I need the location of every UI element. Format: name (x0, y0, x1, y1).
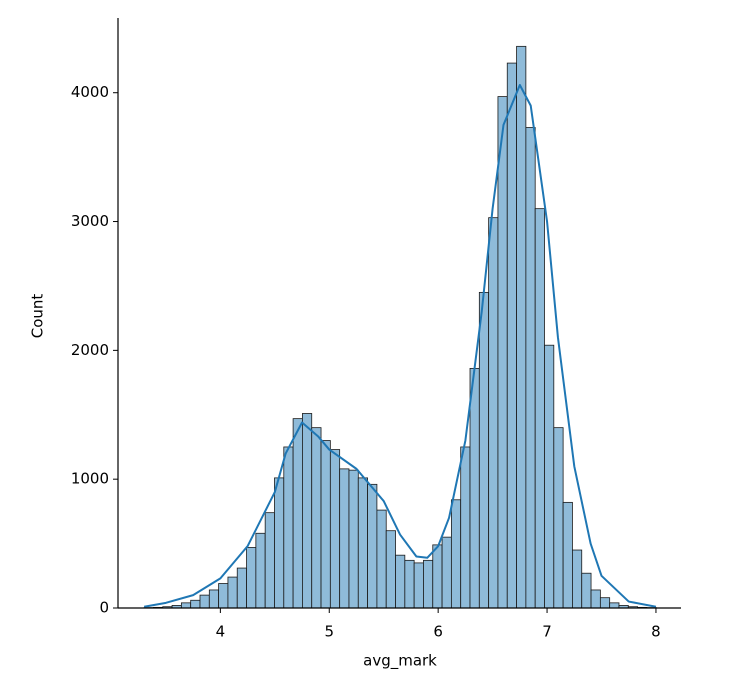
bar (395, 554, 406, 609)
bar (199, 594, 210, 609)
bar (506, 62, 517, 609)
bar (534, 208, 545, 609)
bar (227, 576, 238, 609)
bar (339, 468, 350, 609)
y-tick-label: 0 (99, 599, 109, 617)
bar (413, 562, 424, 609)
bar (450, 499, 462, 609)
bar (357, 477, 368, 609)
bar (255, 532, 266, 609)
bar (246, 547, 257, 609)
bar (320, 440, 331, 609)
bar (283, 446, 294, 609)
bar (208, 589, 220, 609)
y-tick-label: 2000 (71, 341, 109, 359)
bar (311, 427, 322, 609)
bar (236, 567, 247, 609)
x-tick-label: 5 (324, 623, 334, 641)
bar (599, 597, 611, 609)
bar (590, 589, 601, 609)
x-tick-label: 4 (216, 623, 226, 641)
x-axis-label: avg_mark (363, 652, 437, 671)
bar (609, 602, 620, 609)
bar (404, 559, 415, 609)
bar (190, 599, 201, 609)
y-tick-label: 4000 (71, 83, 109, 101)
bar (516, 45, 527, 609)
bar (329, 449, 341, 609)
y-tick-label: 3000 (71, 212, 109, 230)
bar (432, 544, 443, 609)
kde-line (143, 83, 657, 608)
bar (544, 344, 555, 609)
y-axis-label: Count (29, 294, 47, 339)
bar (562, 501, 573, 609)
bar (292, 418, 303, 609)
bar (525, 127, 536, 609)
bar (385, 530, 396, 609)
bar (218, 583, 229, 609)
y-tick-label: 1000 (71, 470, 109, 488)
bar (274, 477, 285, 609)
bar (581, 572, 592, 609)
bar (180, 602, 192, 609)
bar (441, 536, 452, 609)
x-tick-label: 6 (433, 623, 443, 641)
x-tick-label: 8 (651, 623, 661, 641)
bar (348, 469, 359, 609)
bar (553, 427, 564, 609)
bar (302, 413, 313, 609)
bar (264, 512, 275, 609)
bar (469, 367, 480, 609)
bar (478, 291, 490, 609)
bar (460, 446, 471, 609)
bar (572, 549, 583, 609)
bar (423, 559, 434, 609)
bar (367, 483, 378, 609)
bar (376, 509, 387, 609)
bar (488, 217, 499, 609)
x-tick-label: 7 (542, 623, 552, 641)
bar (497, 96, 508, 609)
